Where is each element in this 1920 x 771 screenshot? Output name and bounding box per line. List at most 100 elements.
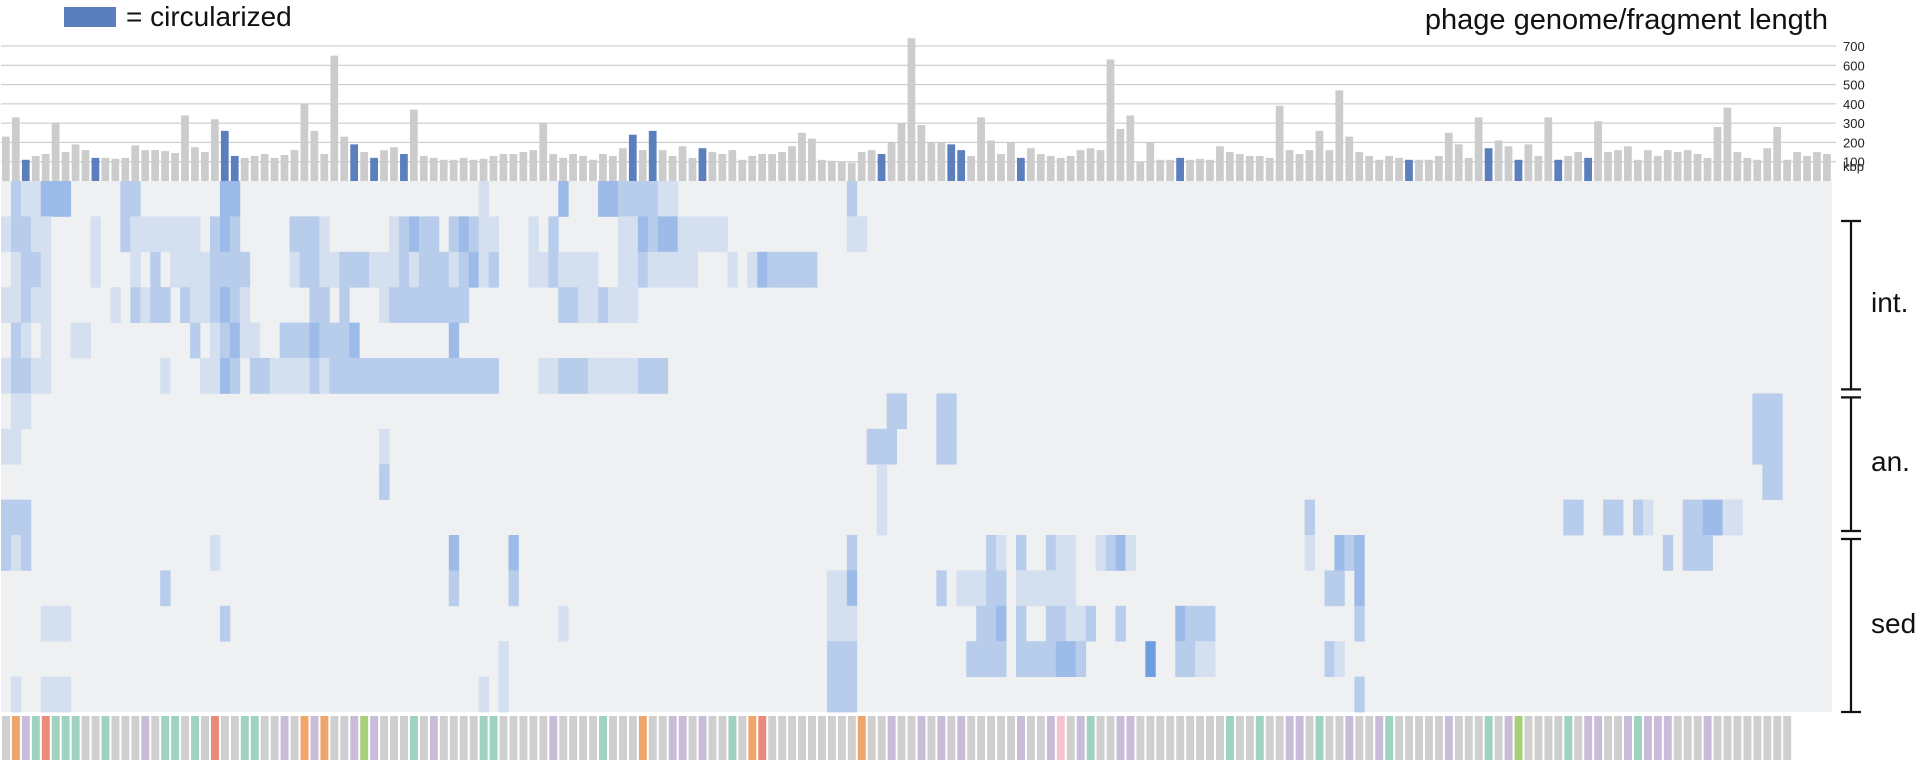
genome-length-bar — [1753, 159, 1762, 181]
heatmap-cell — [20, 287, 32, 323]
heatmap-cell — [359, 251, 370, 288]
genome-length-bar — [1624, 146, 1632, 181]
heatmap-cell — [528, 216, 539, 253]
heatmap-cell — [1075, 641, 1087, 677]
category-cell — [1713, 716, 1722, 760]
category-cell — [1156, 716, 1165, 760]
heatmap-cell — [538, 358, 549, 394]
heatmap-cell — [558, 605, 569, 642]
heatmap-cell — [1772, 428, 1783, 465]
heatmap-cell — [966, 570, 977, 607]
genome-length-bar — [768, 154, 776, 181]
heatmap-cell — [20, 535, 32, 571]
heatmap-cell — [1682, 535, 1694, 571]
heatmap-cell — [259, 358, 271, 394]
heatmap-cell — [408, 251, 420, 288]
genome-length-bar — [1713, 127, 1722, 181]
genome-length-bar — [1464, 157, 1473, 181]
genome-length-bar — [1653, 155, 1662, 181]
category-cell — [260, 716, 269, 760]
category-cell — [887, 716, 896, 760]
heatmap-cell — [349, 358, 360, 394]
genome-length-bar — [1425, 159, 1433, 181]
heatmap-cell — [160, 216, 171, 253]
heatmap-cell — [130, 287, 141, 323]
heatmap-cell — [647, 251, 659, 288]
genome-length-bar — [1086, 148, 1095, 181]
heatmap-cell — [20, 393, 32, 430]
heatmap-cell — [787, 251, 798, 288]
genome-length-bar — [1554, 159, 1563, 181]
heatmap-cell — [10, 428, 22, 465]
category-cell — [907, 716, 916, 760]
heatmap-cell — [647, 358, 659, 394]
category-cell — [400, 716, 408, 760]
heatmap-cell — [209, 287, 221, 323]
genome-length-bar — [817, 159, 826, 181]
heatmap-cell — [558, 287, 569, 323]
heatmap-cell — [478, 358, 490, 394]
genome-length-bar — [837, 161, 846, 181]
genome-length-bar — [1564, 155, 1573, 181]
heatmap-cell — [40, 287, 52, 323]
heatmap-cell — [329, 251, 340, 288]
genome-length-bar — [1136, 161, 1145, 181]
heatmap-cell — [309, 322, 320, 359]
category-cell — [1425, 716, 1433, 760]
heatmap-cell — [548, 216, 559, 253]
heatmap-cell — [1085, 605, 1097, 642]
genome-length-bar — [161, 151, 169, 181]
heatmap-cell — [1613, 499, 1624, 536]
heatmap-cell — [598, 287, 609, 323]
heatmap-cell — [876, 464, 888, 500]
heatmap-cell — [1205, 605, 1216, 642]
heatmap-cell — [617, 358, 629, 394]
genome-length-bar — [181, 115, 189, 181]
category-cell — [1066, 716, 1075, 760]
heatmap-cell — [319, 287, 330, 323]
category-cell — [678, 716, 687, 760]
heatmap-cell — [996, 535, 1007, 571]
heatmap-cell — [707, 216, 718, 253]
heatmap-cell — [289, 216, 300, 253]
genome-length-bar — [1146, 142, 1155, 181]
category-cell — [1494, 716, 1503, 760]
genome-length-bar — [559, 157, 568, 181]
genome-length-bar — [549, 154, 558, 181]
heatmap-cell — [10, 322, 22, 359]
heatmap-cell — [120, 216, 131, 253]
heatmap-cell — [408, 287, 420, 323]
category-cell — [1464, 716, 1473, 760]
heatmap-cell — [140, 287, 151, 323]
genome-length-bar — [1046, 155, 1055, 181]
heatmap-cell — [777, 251, 788, 288]
heatmap-cell — [60, 605, 72, 642]
category-cell — [947, 716, 956, 760]
category-cell — [728, 716, 737, 760]
heatmap-cell — [209, 216, 221, 253]
y-tick-label: 400 — [1843, 97, 1865, 112]
heatmap-cell — [180, 216, 191, 253]
category-cell — [877, 716, 886, 760]
heatmap-cell — [677, 216, 689, 253]
genome-length-bar — [1783, 159, 1791, 181]
category-cell — [1474, 716, 1483, 760]
heatmap-cell — [1175, 605, 1186, 642]
heatmap-cell — [1055, 535, 1067, 571]
heatmap-cell — [617, 181, 629, 217]
category-cell — [977, 716, 986, 760]
category-cell — [409, 716, 418, 760]
genome-length-bar — [1206, 159, 1214, 181]
genome-length-bar — [1156, 159, 1165, 181]
heatmap-cell — [508, 570, 519, 607]
heatmap-cell — [130, 181, 141, 217]
heatmap-cell — [408, 216, 420, 253]
heatmap-cell — [428, 358, 440, 394]
genome-length-bar — [1444, 132, 1453, 181]
genome-length-bar — [1604, 152, 1612, 181]
category-cell — [360, 716, 369, 760]
heatmap-cell — [299, 322, 310, 359]
genome-length-bar — [519, 152, 528, 181]
heatmap-cell — [389, 287, 400, 323]
heatmap-cell — [608, 181, 619, 217]
